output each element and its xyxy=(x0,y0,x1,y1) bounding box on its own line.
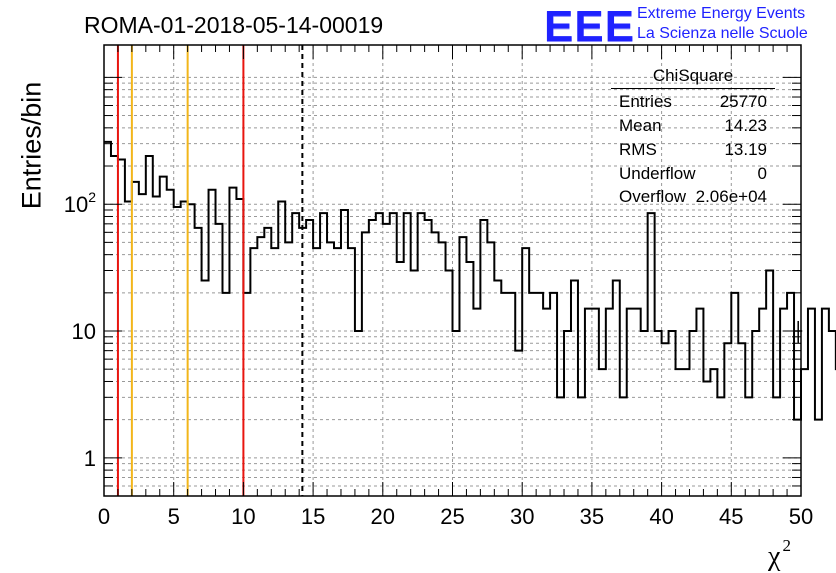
stats-value: 13.19 xyxy=(724,140,767,159)
x-tick-label: 0 xyxy=(98,504,110,529)
x-tick-label: 35 xyxy=(580,504,604,529)
stats-key: Underflow xyxy=(619,164,696,183)
logo-subtitle-2: La Scienza nelle Scuole xyxy=(637,25,808,42)
stats-key: Overflow xyxy=(619,187,687,206)
x-tick-label: 10 xyxy=(231,504,255,529)
stats-key: Mean xyxy=(619,116,662,135)
y-tick-label: 10 xyxy=(72,319,96,344)
y-tick-label: 1 xyxy=(84,446,96,471)
x-tick-label: 45 xyxy=(719,504,743,529)
chart-title: ROMA-01-2018-05-14-00019 xyxy=(84,12,384,38)
x-tick-label: 30 xyxy=(510,504,534,529)
stats-value: 14.23 xyxy=(724,116,767,135)
x-tick-label: 15 xyxy=(301,504,325,529)
stats-value: 25770 xyxy=(719,92,767,111)
eee-logo: EEE xyxy=(544,2,636,51)
stats-key: RMS xyxy=(619,140,657,159)
x-tick-label: 40 xyxy=(649,504,673,529)
x-tick-label: 5 xyxy=(168,504,180,529)
logo-subtitle-1: Extreme Energy Events xyxy=(637,5,806,22)
stats-value: 2.06e+04 xyxy=(695,187,767,206)
y-tick-label: 102 xyxy=(64,189,96,217)
stats-box: ChiSquare Entries 25770 Mean 14.23 RMS 1… xyxy=(611,66,775,209)
stats-value: 0 xyxy=(757,164,767,183)
x-tick-label: 25 xyxy=(440,504,464,529)
y-axis-label: Entries/bin xyxy=(16,81,47,210)
histogram-series xyxy=(104,140,836,421)
x-tick-label: 50 xyxy=(789,504,813,529)
x-tick-label: 20 xyxy=(371,504,395,529)
stats-divider xyxy=(611,88,775,89)
stats-title: ChiSquare xyxy=(652,66,734,85)
stats-key: Entries xyxy=(619,92,672,111)
